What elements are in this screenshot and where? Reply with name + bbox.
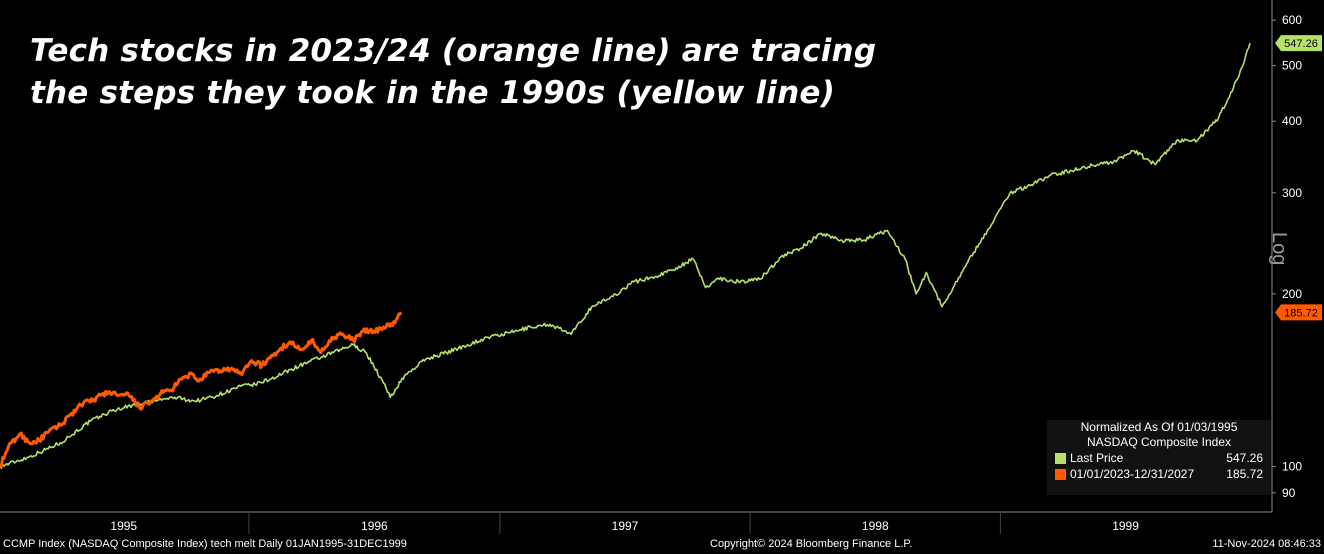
x-ticks: 1995 1996 1997 1998 1999 xyxy=(110,512,1139,534)
legend-swatch-orange xyxy=(1055,469,1066,480)
legend-item-last-price: Last Price 547.26 xyxy=(1047,450,1271,466)
x-tick-label: 1995 xyxy=(110,519,137,533)
legend-swatch-green xyxy=(1055,453,1066,464)
legend-header-normalized: Normalized As Of 01/03/1995 xyxy=(1080,420,1238,434)
series-line-1990s xyxy=(0,42,1251,469)
last-value-tag xyxy=(1275,35,1322,52)
y-tick-label: 600 xyxy=(1282,13,1302,27)
title-line-2: the steps they took in the 1990s (yellow… xyxy=(30,75,835,111)
x-tick-label: 1996 xyxy=(361,519,388,533)
legend-item-2023: 01/01/2023-12/31/2027 185.72 xyxy=(1047,466,1271,482)
footer-copyright: Copyright© 2024 Bloomberg Finance L.P. xyxy=(710,538,913,550)
axes xyxy=(0,0,1273,513)
series-lines xyxy=(0,42,1251,469)
footer-timestamp: 11-Nov-2024 08:46:33 xyxy=(1212,538,1321,550)
y-ticks: 90 100 200 300 400 500 600 xyxy=(1272,13,1302,500)
x-tick-label: 1998 xyxy=(862,519,889,533)
last-value-tag xyxy=(1275,304,1322,321)
legend-header-index: NASDAQ Composite Index xyxy=(1086,435,1232,449)
y-tick-label: 100 xyxy=(1282,460,1302,474)
legend-label: 01/01/2023-12/31/2027 xyxy=(1070,467,1195,481)
log-scale-label: Log xyxy=(1268,232,1290,266)
last-value-tags: 547.26 185.72 xyxy=(1275,35,1322,321)
y-tick-label: 500 xyxy=(1282,59,1302,73)
y-tick-label: 300 xyxy=(1282,186,1302,200)
last-value-tag-label: 547.26 xyxy=(1284,38,1318,50)
legend-value: 185.72 xyxy=(1226,467,1263,481)
x-tick-label: 1997 xyxy=(612,519,639,533)
y-tick-label: 400 xyxy=(1282,114,1302,128)
legend: Normalized As Of 01/03/1995 NASDAQ Compo… xyxy=(1047,420,1271,495)
footer-series-info: CCMP Index (NASDAQ Composite Index) tech… xyxy=(3,538,407,550)
x-tick-label: 1999 xyxy=(1112,519,1139,533)
series-line-2023 xyxy=(0,311,403,469)
legend-label: Last Price xyxy=(1070,451,1124,465)
title-line-1: Tech stocks in 2023/24 (orange line) are… xyxy=(30,33,877,69)
last-value-tag-label: 185.72 xyxy=(1284,307,1318,319)
y-tick-label: 200 xyxy=(1282,287,1302,301)
y-tick-label: 90 xyxy=(1282,486,1296,500)
legend-value: 547.26 xyxy=(1226,451,1263,465)
chart-title: Tech stocks in 2023/24 (orange line) are… xyxy=(30,30,876,114)
